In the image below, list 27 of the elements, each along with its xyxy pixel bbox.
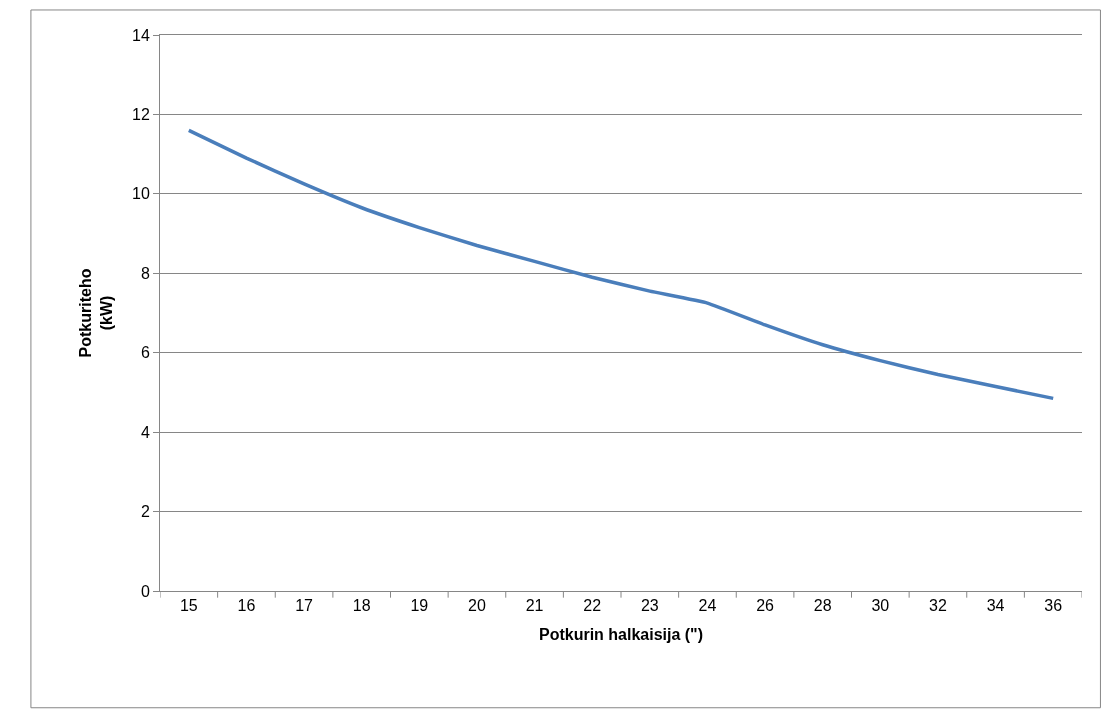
y-tick-label: 14	[132, 26, 150, 44]
y-tick-label: 12	[132, 106, 150, 124]
x-axis-title: Potkurin halkaisija (")	[538, 625, 704, 643]
x-tick-label: 30	[871, 597, 890, 615]
y-tick-label: 2	[140, 503, 150, 521]
y-tick-label: 10	[132, 185, 150, 203]
x-tick-label: 18	[352, 597, 371, 615]
x-tick-label: 20	[468, 597, 486, 615]
x-tick-label: 34	[986, 597, 1005, 615]
x-tick-label: 17	[295, 597, 314, 615]
x-tick-label: 23	[640, 597, 659, 615]
x-tick-label: 21	[525, 597, 544, 615]
x-tick-label: 36	[1044, 597, 1063, 615]
y-axis-title: Potkuriteho (kW)	[77, 268, 115, 358]
x-tick-label: 22	[583, 597, 602, 615]
y-tick-label: 0	[140, 582, 150, 600]
x-tick-label: 19	[410, 597, 429, 615]
x-tick-label: 15	[179, 597, 198, 615]
y-tick-label: 8	[140, 264, 150, 282]
y-tick-label: 6	[140, 344, 150, 362]
x-tick-label: 28	[813, 597, 832, 615]
x-tick-label: 24	[698, 597, 717, 615]
line-series	[187, 128, 1055, 401]
x-tick-label: 16	[237, 597, 256, 615]
x-tick-label: 26	[756, 597, 775, 615]
x-tick-label: 32	[929, 597, 947, 615]
y-tick-label: 4	[140, 423, 150, 441]
